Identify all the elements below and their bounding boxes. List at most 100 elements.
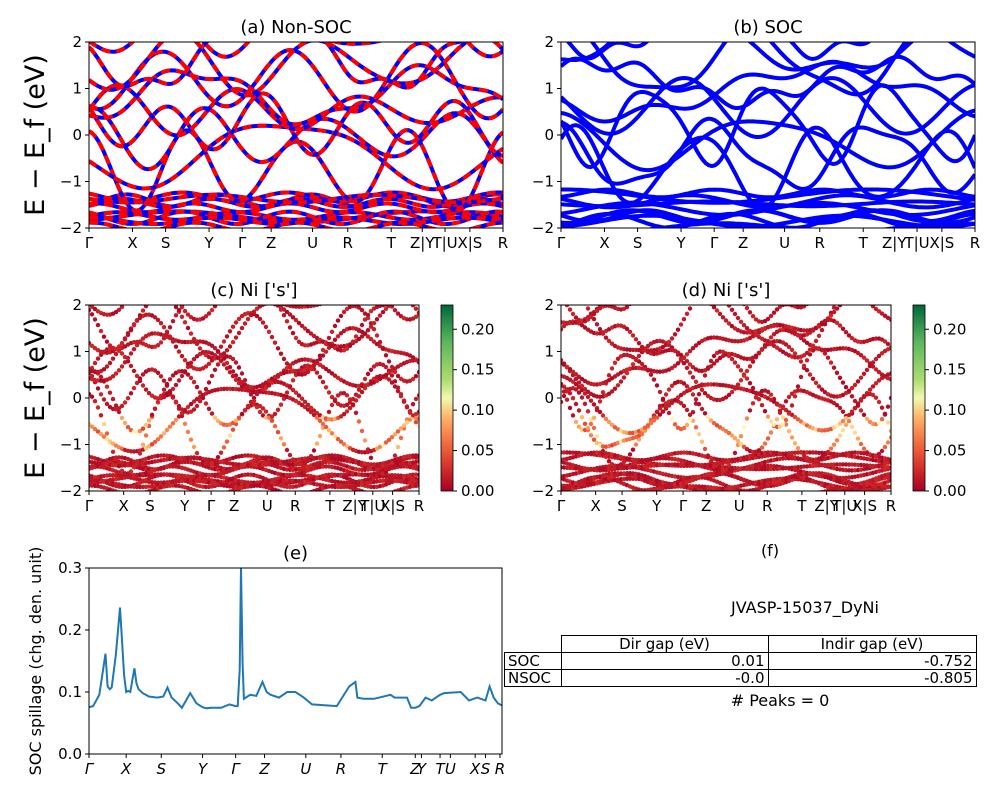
projection-dot: [398, 392, 404, 397]
x-tick-label: R: [336, 760, 346, 778]
projection-dot: [765, 389, 771, 394]
projection-dot: [327, 298, 331, 302]
x-tick-label: X: [591, 497, 601, 515]
projection-dot: [125, 355, 131, 361]
projection-dot: [272, 340, 278, 345]
projection-dot: [888, 435, 891, 440]
panel-e: 0.00.10.20.3Γ X S Y Γ Z U R T ZY T U X S R(e)SOC spill…: [26, 543, 505, 778]
projection-dot: [651, 377, 657, 382]
projection-dot: [858, 408, 864, 413]
y-tick-label: 0.1: [58, 683, 82, 701]
band-line-dashed: [89, 91, 503, 158]
projection-dot: [161, 336, 167, 341]
projection-dot: [384, 492, 388, 496]
projection-dot: [353, 392, 359, 397]
projection-dot: [182, 421, 188, 426]
projection-dot: [723, 318, 729, 323]
projection-dot: [603, 454, 609, 459]
projection-dot: [152, 406, 158, 411]
projection-dot: [684, 365, 690, 371]
x-tick-label: R: [343, 234, 353, 252]
projection-dot: [570, 413, 576, 418]
projection-dot: [212, 415, 218, 420]
projection-dot: [781, 493, 785, 497]
colorbar-bar: [440, 304, 454, 492]
projection-dot: [819, 454, 825, 460]
projection-dot: [861, 412, 867, 417]
projection-dot: [356, 419, 362, 424]
x-tick-label: Z|Y: [882, 234, 907, 252]
projection-dot: [888, 484, 891, 489]
x-tick-label: R: [498, 234, 508, 252]
projection-dot: [119, 415, 125, 421]
projection-dot: [570, 369, 576, 374]
projection-dot: [562, 299, 566, 303]
projection-dot: [323, 385, 329, 390]
projection-dot: [233, 335, 239, 340]
projection-dot: [125, 396, 131, 401]
projection-dot: [416, 409, 419, 414]
projection-dot: [140, 383, 146, 388]
projection-dot: [729, 307, 735, 312]
projection-dot: [876, 399, 882, 405]
projection-dot: [808, 491, 812, 495]
projection-dot: [615, 383, 621, 388]
projection-dot: [167, 390, 173, 395]
projection-dot: [311, 408, 317, 413]
projection-dot: [172, 305, 174, 306]
x-tick-label: Y: [198, 760, 209, 778]
projection-dot: [212, 305, 218, 309]
projection-dot: [798, 450, 804, 455]
x-tick-label: Γ: [231, 760, 241, 778]
projection-dot: [870, 364, 876, 369]
projection-dot: [885, 341, 891, 347]
projection-dot: [98, 413, 104, 418]
x-tick-label: Z|Y: [342, 497, 367, 515]
projection-dot: [678, 358, 684, 363]
projection-dot: [134, 459, 140, 464]
projection-dot: [711, 305, 717, 310]
projection-dot: [344, 393, 350, 398]
projection-dot: [215, 418, 221, 424]
projection-dot: [140, 442, 146, 447]
projection-dot: [314, 415, 320, 420]
projection-dot: [408, 301, 412, 305]
projection-dot: [606, 373, 612, 378]
projection-dot: [678, 401, 684, 406]
projection-dot: [651, 418, 657, 423]
projection-dot: [110, 488, 116, 491]
projection-dot: [750, 385, 756, 391]
projection-dot: [867, 387, 873, 392]
projection-dot: [245, 316, 251, 322]
projection-dot: [275, 488, 281, 491]
panel-title: (c) Ni ['s']: [210, 280, 297, 301]
projection-dot: [194, 488, 200, 491]
projection-dot: [350, 339, 356, 344]
projection-dot: [888, 471, 891, 476]
x-tick-label: T: [796, 497, 807, 515]
colorbar-tick-label: 0.10: [461, 401, 494, 419]
projection-dot: [308, 405, 314, 410]
projection-dot: [744, 416, 750, 421]
projection-dot: [416, 453, 419, 458]
projection-dot: [675, 361, 681, 366]
projection-dot: [636, 353, 642, 359]
projection-dot: [699, 387, 705, 392]
projection-dot: [230, 356, 236, 362]
projection-dot: [308, 331, 314, 336]
projection-dot: [296, 339, 302, 344]
projection-dot: [669, 383, 675, 388]
projection-dot: [104, 436, 110, 442]
projection-dot: [218, 353, 224, 359]
projection-dot: [236, 376, 242, 382]
projection-dot: [278, 402, 284, 407]
projection-dot: [675, 395, 681, 400]
projection-dot: [194, 341, 200, 347]
colorbar-tick-label: 0.00: [933, 482, 966, 500]
projection-dot: [131, 323, 137, 328]
projection-dot: [98, 392, 104, 397]
projection-dot: [314, 305, 320, 308]
projection-dot: [368, 455, 374, 460]
panel-b: −2 −1 0 1 2 Γ X S Y Γ Z U R T Z|YT|U X|S R (b) SOC: [532, 17, 980, 252]
projection-dot: [302, 404, 308, 410]
